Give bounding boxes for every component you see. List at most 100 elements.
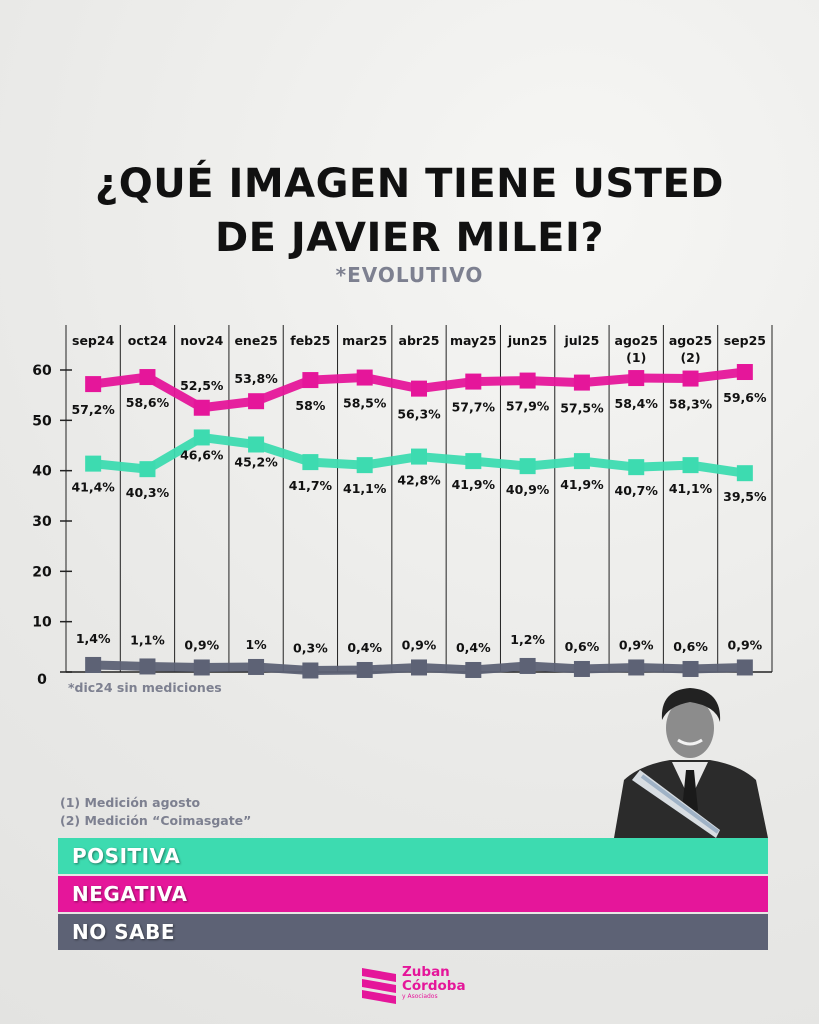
category-label: may25 — [450, 333, 497, 348]
data-point — [411, 448, 427, 465]
category-label: abr25 — [399, 333, 440, 348]
logo-line-1: Zuban — [402, 964, 450, 980]
legend-negativa: NEGATIVA — [58, 876, 768, 912]
data-label: 0,4% — [456, 640, 491, 655]
data-label: 41,9% — [560, 477, 604, 492]
category-label: oct24 — [128, 333, 168, 348]
data-label: 1,1% — [130, 632, 165, 647]
data-label: 53,8% — [234, 371, 278, 386]
note-2: (2) Medición “Coimasgate” — [60, 813, 252, 828]
data-label: 56,3% — [397, 407, 441, 422]
data-point — [736, 364, 753, 381]
category-label: ene25 — [234, 333, 277, 348]
logo-text: Zuban Córdoba y Asociados — [402, 965, 466, 1001]
data-point — [411, 380, 427, 397]
footnote: *dic24 sin mediciones — [68, 680, 222, 695]
data-point — [465, 373, 482, 390]
data-point — [682, 370, 699, 387]
data-label: 0,9% — [619, 637, 654, 652]
data-point — [302, 662, 319, 679]
data-point — [356, 369, 373, 386]
data-label: 52,5% — [180, 378, 224, 393]
data-label: 58% — [295, 398, 325, 413]
data-label: 0,4% — [347, 640, 382, 655]
data-point — [573, 374, 590, 391]
y-tick-label: 40 — [32, 464, 52, 480]
category-label: mar25 — [342, 333, 387, 348]
data-point — [356, 661, 373, 678]
data-point — [248, 436, 265, 453]
y-tick-label: 60 — [32, 363, 52, 379]
data-point — [85, 455, 102, 472]
category-label: nov24 — [180, 333, 223, 348]
data-label: 0,3% — [293, 640, 328, 655]
data-label: 1% — [245, 637, 267, 652]
data-point — [519, 372, 536, 389]
data-label: 1,2% — [510, 632, 545, 647]
y-tick-label: 10 — [32, 615, 52, 631]
data-point — [465, 661, 482, 678]
note-1: (1) Medición agosto — [60, 795, 201, 810]
data-label: 42,8% — [397, 473, 441, 488]
data-label: 41,4% — [71, 480, 115, 495]
data-point — [302, 454, 319, 471]
data-label: 45,2% — [234, 454, 278, 469]
data-label: 57,9% — [506, 399, 550, 414]
y-tick-label: 30 — [32, 514, 52, 530]
data-point — [193, 399, 210, 416]
data-label: 40,7% — [615, 483, 659, 498]
data-label: 58,6% — [126, 395, 170, 410]
data-point — [248, 393, 265, 410]
title-line-1: ¿QUÉ IMAGEN TIENE USTED — [95, 161, 724, 207]
data-label: 0,6% — [673, 639, 708, 654]
data-label: 58,5% — [343, 396, 387, 411]
data-point — [519, 657, 536, 674]
data-point — [139, 461, 156, 478]
data-label: 57,2% — [71, 402, 115, 417]
category-label: jun25 — [507, 333, 547, 348]
data-label: 1,4% — [76, 631, 111, 646]
y-tick-label: 50 — [32, 413, 52, 429]
data-point — [85, 376, 102, 393]
data-point — [411, 659, 427, 676]
data-point — [628, 659, 645, 676]
category-label: ago25 — [615, 333, 658, 348]
logo-line-3: y Asociados — [402, 993, 438, 1000]
title-line-2: DE JAVIER MILEI? — [214, 215, 605, 261]
data-label: 0,9% — [402, 637, 437, 652]
data-point — [573, 453, 590, 470]
data-label: 58,4% — [615, 396, 659, 411]
data-label: 41,7% — [289, 478, 333, 493]
data-point — [736, 465, 753, 482]
data-point — [465, 453, 482, 470]
data-label: 59,6% — [723, 390, 767, 405]
data-label: 40,3% — [126, 485, 170, 500]
data-point — [248, 658, 265, 675]
category-label: feb25 — [290, 333, 330, 348]
data-point — [682, 457, 699, 474]
data-label: 46,6% — [180, 447, 224, 462]
subtitle: *EVOLUTIVO — [335, 263, 484, 287]
data-point — [736, 659, 753, 676]
data-point — [682, 660, 699, 677]
data-point — [628, 370, 645, 387]
line-chart: 0 10 20 30 40 50 60 sep24 oct24 nov24 ene25 feb25 ma… — [32, 325, 773, 688]
legend-positiva: POSITIVA — [58, 838, 768, 874]
data-label: 0,9% — [728, 637, 763, 652]
category-label: (1) — [626, 350, 646, 365]
legend-no-sabe: NO SABE — [58, 914, 768, 950]
category-label: (2) — [680, 350, 700, 365]
data-label: 58,3% — [669, 397, 713, 412]
data-point — [302, 372, 319, 389]
data-label: 41,9% — [452, 477, 496, 492]
data-point — [139, 369, 156, 386]
data-point — [139, 658, 156, 675]
data-point — [519, 458, 536, 475]
category-label: sep25 — [724, 333, 766, 348]
data-label: 39,5% — [723, 489, 767, 504]
data-point — [193, 659, 210, 676]
data-point — [628, 459, 645, 476]
data-label: 57,7% — [452, 400, 496, 415]
data-point — [573, 660, 590, 677]
y-tick-label: 0 — [37, 672, 47, 688]
